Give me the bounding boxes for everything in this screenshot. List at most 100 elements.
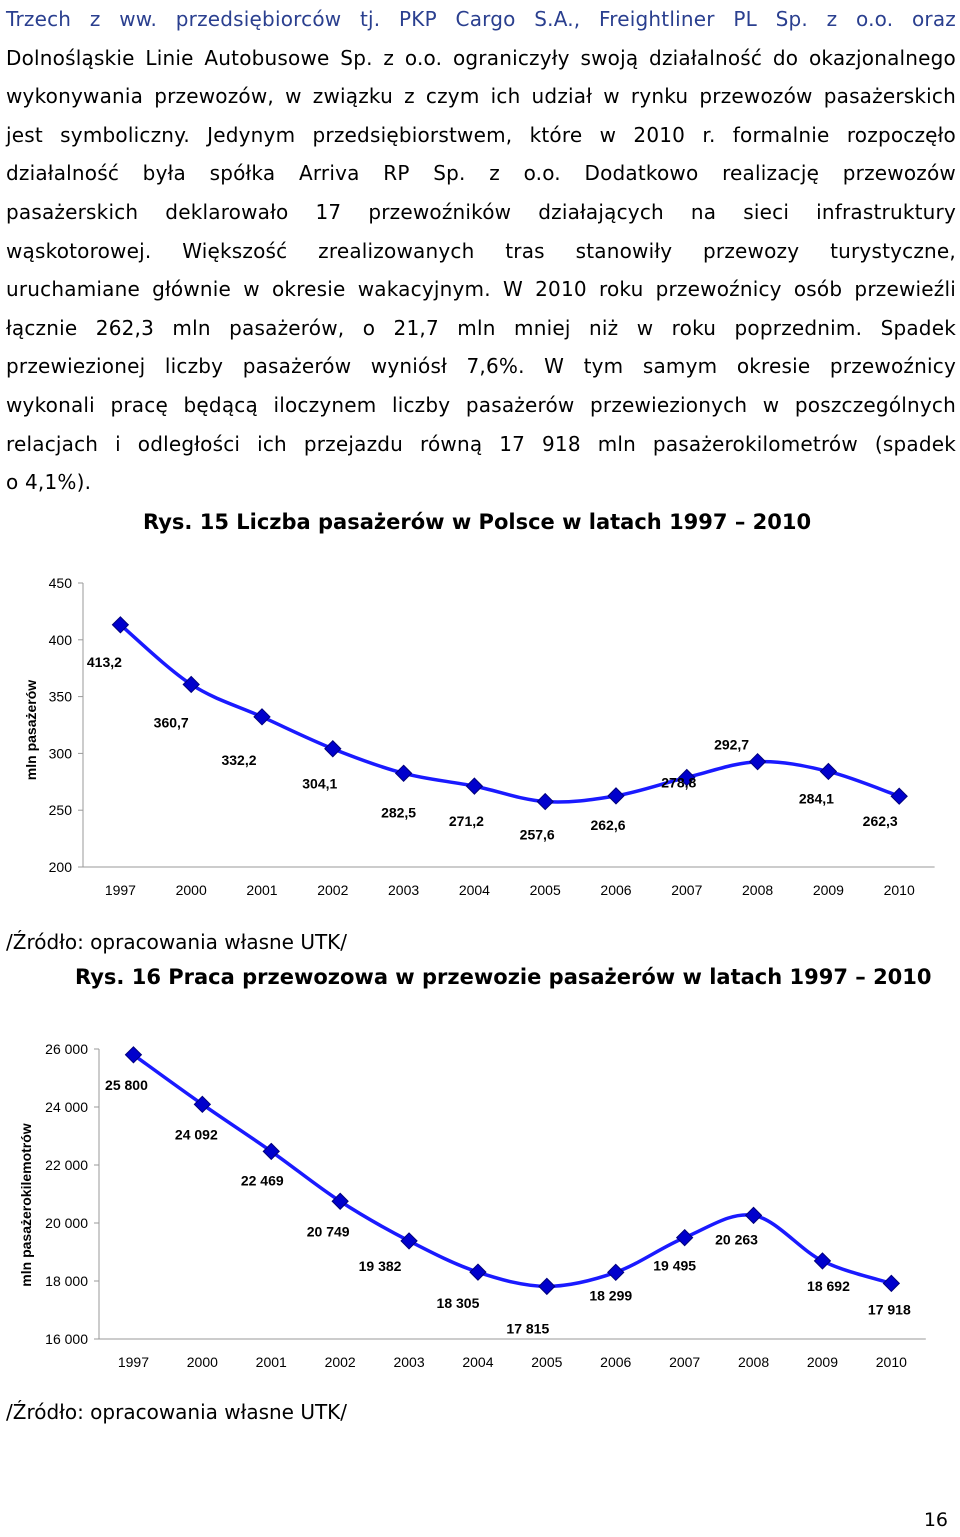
x-tick-label: 2002 <box>325 1354 356 1370</box>
data-point-marker <box>607 787 625 805</box>
text-line: relacjach i odległości ich przejazdu rów… <box>6 431 956 456</box>
y-tick-label: 22 000 <box>45 1157 88 1173</box>
x-tick-label: 1997 <box>105 882 136 898</box>
data-label: 304,1 <box>302 776 337 792</box>
data-point-marker <box>182 675 200 694</box>
text-line: Trzech z ww. przedsiębiorców tj. PKP Car… <box>6 7 956 31</box>
data-label: 278,8 <box>661 774 696 790</box>
data-point-marker <box>675 1228 694 1247</box>
y-tick-label: 16 000 <box>45 1331 88 1347</box>
figure1-caption: Rys. 15 Liczba pasażerów w Polsce w lata… <box>143 510 812 534</box>
data-point-marker <box>324 740 342 758</box>
data-label: 262,6 <box>590 817 625 833</box>
x-tick-label: 2009 <box>807 1354 838 1370</box>
x-tick-label: 1997 <box>118 1354 149 1370</box>
data-point-marker <box>469 1263 487 1281</box>
x-tick-label: 2010 <box>876 1354 907 1370</box>
text-line: pasażerskich deklarowało 17 przewoźników… <box>6 199 956 224</box>
data-point-marker <box>678 768 696 787</box>
data-label: 25 800 <box>105 1077 148 1093</box>
data-point-marker <box>111 616 130 634</box>
data-label: 262,3 <box>863 813 898 829</box>
x-tick-label: 2007 <box>669 1354 700 1370</box>
text-line: łącznie 262,3 mln pasażerów, o 21,7 mln … <box>6 315 956 340</box>
x-tick-label: 2004 <box>462 1354 493 1370</box>
data-point-marker <box>465 777 484 795</box>
x-tick-label: 2001 <box>246 882 277 898</box>
x-tick-label: 2005 <box>530 882 561 898</box>
series-line <box>119 623 900 804</box>
data-label: 360,7 <box>154 714 189 730</box>
x-tick-label: 2007 <box>671 882 702 898</box>
data-point-marker <box>538 1277 556 1296</box>
y-tick-label: 20 000 <box>45 1215 88 1231</box>
y-tick-label: 250 <box>49 802 73 818</box>
data-label: 17 815 <box>506 1320 549 1336</box>
data-label: 282,5 <box>381 804 416 820</box>
y-tick-label: 400 <box>49 632 73 648</box>
data-label: 20 749 <box>307 1223 350 1239</box>
x-tick-label: 2010 <box>884 882 915 898</box>
data-point-marker <box>744 1206 763 1225</box>
data-point-marker <box>819 762 838 781</box>
y-tick-label: 200 <box>49 859 73 875</box>
data-label: 19 495 <box>653 1258 696 1274</box>
x-tick-label: 2004 <box>459 882 490 898</box>
data-label: 18 692 <box>807 1278 850 1294</box>
x-tick-label: 2006 <box>600 882 631 898</box>
y-tick-label: 18 000 <box>45 1273 88 1289</box>
data-label: 17 918 <box>868 1301 911 1317</box>
data-point-marker <box>890 787 908 805</box>
x-tick-label: 2001 <box>256 1354 287 1370</box>
data-label: 332,2 <box>221 752 256 768</box>
data-label: 271,2 <box>449 813 484 829</box>
x-tick-label: 2006 <box>600 1354 631 1370</box>
y-tick-label: 26 000 <box>45 1041 88 1057</box>
data-point-marker <box>124 1046 143 1064</box>
series-line <box>132 1053 892 1289</box>
body-text: Trzech z ww. przedsiębiorców tj. PKP Car… <box>6 0 956 502</box>
data-label: 257,6 <box>520 827 555 843</box>
text-line: działalność była spółka Arriva RP Sp. z … <box>6 161 956 186</box>
data-point-marker <box>262 1142 280 1161</box>
text-line: Dolnośląskie Linie Autobusowe Sp. z o.o.… <box>6 45 956 70</box>
y-tick-label: 450 <box>49 575 73 591</box>
text-line: uruchamiane głównie w okresie wakacyjnym… <box>6 277 956 302</box>
data-label: 413,2 <box>87 654 122 670</box>
text-line: o 4,1%). <box>6 470 92 495</box>
y-tick-label: 300 <box>49 745 73 761</box>
data-label: 292,7 <box>714 737 749 753</box>
data-point-marker <box>253 708 271 726</box>
data-label: 24 092 <box>175 1126 218 1142</box>
x-tick-label: 2002 <box>317 882 348 898</box>
data-point-marker <box>400 1232 418 1250</box>
passenger-km-chart: 16 000 18 000 20 000 22 000 24 000 26 000 mln … <box>18 1041 926 1370</box>
y-tick-label: 350 <box>49 689 73 705</box>
y-axis-title: mln pasażerów <box>23 680 39 780</box>
text-line: przewiezionej liczby pasażerów wyniósł 7… <box>6 354 956 379</box>
data-label: 20 263 <box>715 1231 758 1247</box>
figure2-caption: Rys. 16 Praca przewozowa w przewozie pas… <box>75 965 932 989</box>
x-tick-label: 2000 <box>187 1354 218 1370</box>
figure2-source: /Źródło: opracowania własne UTK/ <box>6 1400 348 1424</box>
x-tick-label: 2008 <box>738 1354 769 1370</box>
text-line: wykonywania przewozów, w związku z czym … <box>6 84 956 109</box>
data-point-marker <box>813 1252 832 1270</box>
figure1-source: /Źródło: opracowania własne UTK/ <box>6 930 348 954</box>
passengers-chart: 200 250 300 350 400 450 mln pasażerów 1997 2000 2… <box>23 575 935 898</box>
x-tick-label: 2005 <box>531 1354 562 1370</box>
data-point-marker <box>882 1274 901 1293</box>
data-label: 22 469 <box>241 1172 284 1188</box>
page-number: 16 <box>923 1509 948 1531</box>
x-tick-label: 2009 <box>813 882 844 898</box>
text-line: wąskotorowej. Większość zrealizowanych t… <box>6 238 956 263</box>
x-tick-label: 2008 <box>742 882 773 898</box>
text-line: jest symboliczny. Jedynym przedsiębiorst… <box>6 122 956 147</box>
data-point-marker <box>331 1192 349 1210</box>
y-tick-label: 24 000 <box>45 1099 88 1115</box>
x-tick-label: 2000 <box>176 882 207 898</box>
x-tick-label: 2003 <box>393 1354 424 1370</box>
data-label: 19 382 <box>359 1258 402 1274</box>
data-label: 284,1 <box>799 790 834 806</box>
data-point-marker <box>607 1263 625 1282</box>
